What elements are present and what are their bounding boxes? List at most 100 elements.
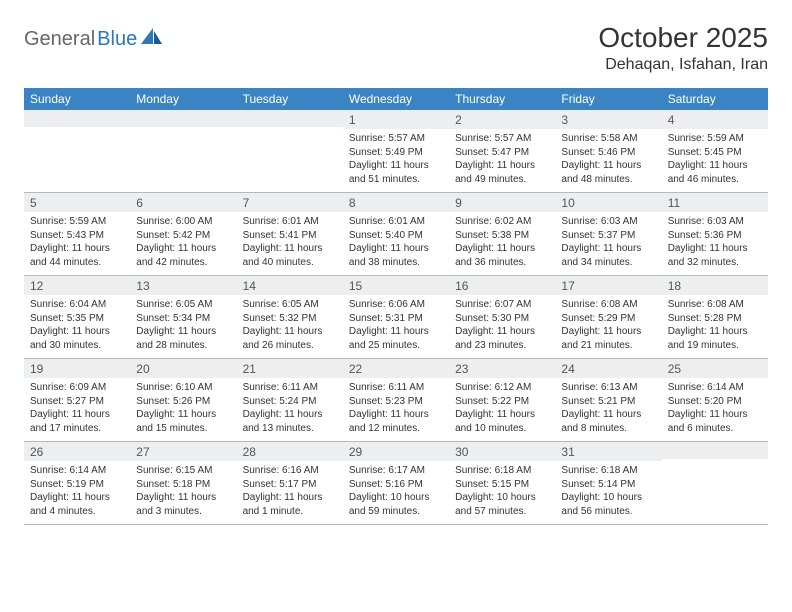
calendar-day-cell: 27Sunrise: 6:15 AMSunset: 5:18 PMDayligh… [130,442,236,525]
sunrise-value: 6:01 AM [282,216,319,227]
sunset-value: 5:41 PM [279,230,316,241]
day-number: 5 [24,193,130,212]
calendar-day-cell: 18Sunrise: 6:08 AMSunset: 5:28 PMDayligh… [662,276,768,359]
calendar-day-cell: 23Sunrise: 6:12 AMSunset: 5:22 PMDayligh… [449,359,555,442]
sunrise-line: Sunrise: 6:14 AM [30,464,124,478]
calendar-week-row: 1Sunrise: 5:57 AMSunset: 5:49 PMDaylight… [24,110,768,193]
calendar-day-cell: 17 Sunrise: 6:08 AMSunset: 5:29 PMDayligh… [555,276,661,359]
daylight-label: Daylight: [30,326,69,337]
sunset-label: Sunset: [455,147,489,158]
sunrise-value: 6:03 AM [707,216,744,227]
calendar-day-cell: 20Sunrise: 6:10 AMSunset: 5:26 PMDayligh… [130,359,236,442]
sunrise-value: 6:11 AM [388,382,424,393]
daylight-line: Daylight: 11 hours and 42 minutes. [136,242,230,269]
calendar-day-cell: 30Sunrise: 6:18 AMSunset: 5:15 PMDayligh… [449,442,555,525]
day-number: 15 [343,276,449,295]
sunrise-value: 5:58 AM [601,133,638,144]
sunset-value: 5:43 PM [67,230,104,241]
sunset-label: Sunset: [455,396,489,407]
sunset-label: Sunset: [243,230,277,241]
day-number [130,110,236,127]
sunrise-line: Sunrise: 6:11 AM [243,381,337,395]
daylight-label: Daylight: [455,160,494,171]
logo-text-blue: Blue [97,28,137,51]
day-content: Sunrise: 6:01 AMSunset: 5:40 PMDaylight:… [343,212,449,275]
day-content: Sunrise: 6:01 AMSunset: 5:41 PMDaylight:… [237,212,343,275]
daylight-line: Daylight: 11 hours and 21 minutes. [561,325,655,352]
day-content: Sunrise: 6:05 AMSunset: 5:34 PMDaylight:… [130,295,236,358]
weekday-header-row: Sunday Monday Tuesday Wednesday Thursday… [24,88,768,110]
sunrise-label: Sunrise: [455,382,492,393]
daylight-label: Daylight: [243,243,282,254]
day-content: Sunrise: 5:59 AMSunset: 5:45 PMDaylight:… [662,129,768,192]
sunrise-line: Sunrise: 6:08 AM [561,298,655,312]
sunrise-value: 6:17 AM [388,465,425,476]
sunrise-label: Sunrise: [561,382,598,393]
sunset-label: Sunset: [455,313,489,324]
sunrise-label: Sunrise: [136,382,173,393]
calendar-day-cell: 16Sunrise: 6:07 AMSunset: 5:30 PMDayligh… [449,276,555,359]
sunset-line: Sunset: 5:35 PM [30,312,124,326]
calendar-day-cell: 7Sunrise: 6:01 AMSunset: 5:41 PMDaylight… [237,193,343,276]
day-number: 17 [555,276,661,295]
calendar-week-row: 26Sunrise: 6:14 AMSunset: 5:19 PMDayligh… [24,442,768,525]
calendar-day-cell: 25Sunrise: 6:14 AMSunset: 5:20 PMDayligh… [662,359,768,442]
day-content: Sunrise: 6:11 AMSunset: 5:23 PMDaylight:… [343,378,449,441]
sunset-label: Sunset: [561,396,595,407]
daylight-line: Daylight: 11 hours and 28 minutes. [136,325,230,352]
daylight-label: Daylight: [561,160,600,171]
day-number: 26 [24,442,130,461]
sunset-label: Sunset: [30,230,64,241]
sunset-line: Sunset: 5:30 PM [455,312,549,326]
day-content: Sunrise: 5:59 AMSunset: 5:43 PMDaylight:… [24,212,130,275]
calendar-week-row: 12Sunrise: 6:04 AMSunset: 5:35 PMDayligh… [24,276,768,359]
sunset-label: Sunset: [668,147,702,158]
sunrise-line: Sunrise: 6:03 AM [561,215,655,229]
sunset-line: Sunset: 5:31 PM [349,312,443,326]
daylight-line: Daylight: 11 hours and 12 minutes. [349,408,443,435]
calendar-day-cell: 22Sunrise: 6:11 AMSunset: 5:23 PMDayligh… [343,359,449,442]
sunset-line: Sunset: 5:41 PM [243,229,337,243]
sunset-line: Sunset: 5:26 PM [136,395,230,409]
calendar-day-cell: 24Sunrise: 6:13 AMSunset: 5:21 PMDayligh… [555,359,661,442]
daylight-line: Daylight: 11 hours and 8 minutes. [561,408,655,435]
weekday-monday: Monday [130,88,236,110]
sunset-value: 5:26 PM [173,396,210,407]
sunrise-value: 5:59 AM [707,133,744,144]
sunrise-line: Sunrise: 5:58 AM [561,132,655,146]
sunset-value: 5:35 PM [67,313,104,324]
sunrise-label: Sunrise: [243,465,280,476]
sunset-line: Sunset: 5:38 PM [455,229,549,243]
sunrise-label: Sunrise: [349,133,386,144]
sunset-label: Sunset: [136,396,170,407]
day-number: 30 [449,442,555,461]
sunrise-value: 6:06 AM [388,299,425,310]
sunset-label: Sunset: [349,147,383,158]
sunset-line: Sunset: 5:29 PM [561,312,655,326]
sunrise-label: Sunrise: [136,299,173,310]
daylight-line: Daylight: 11 hours and 34 minutes. [561,242,655,269]
daylight-label: Daylight: [349,160,388,171]
daylight-label: Daylight: [30,409,69,420]
daylight-line: Daylight: 11 hours and 25 minutes. [349,325,443,352]
sunset-label: Sunset: [30,313,64,324]
day-number: 22 [343,359,449,378]
sunrise-value: 6:12 AM [495,382,532,393]
daylight-label: Daylight: [668,409,707,420]
sunrise-label: Sunrise: [349,382,386,393]
title-block: October 2025 Dehaqan, Isfahan, Iran [598,22,768,74]
sunrise-label: Sunrise: [30,216,67,227]
daylight-label: Daylight: [668,160,707,171]
weekday-friday: Friday [555,88,661,110]
day-number [662,442,768,459]
sunrise-value: 6:07 AM [495,299,532,310]
daylight-line: Daylight: 11 hours and 44 minutes. [30,242,124,269]
sunset-label: Sunset: [243,313,277,324]
sunrise-value: 6:03 AM [601,216,638,227]
sunset-line: Sunset: 5:43 PM [30,229,124,243]
daylight-line: Daylight: 11 hours and 40 minutes. [243,242,337,269]
daylight-line: Daylight: 11 hours and 10 minutes. [455,408,549,435]
daylight-line: Daylight: 11 hours and 6 minutes. [668,408,762,435]
day-number: 18 [662,276,768,295]
sunset-value: 5:30 PM [492,313,529,324]
